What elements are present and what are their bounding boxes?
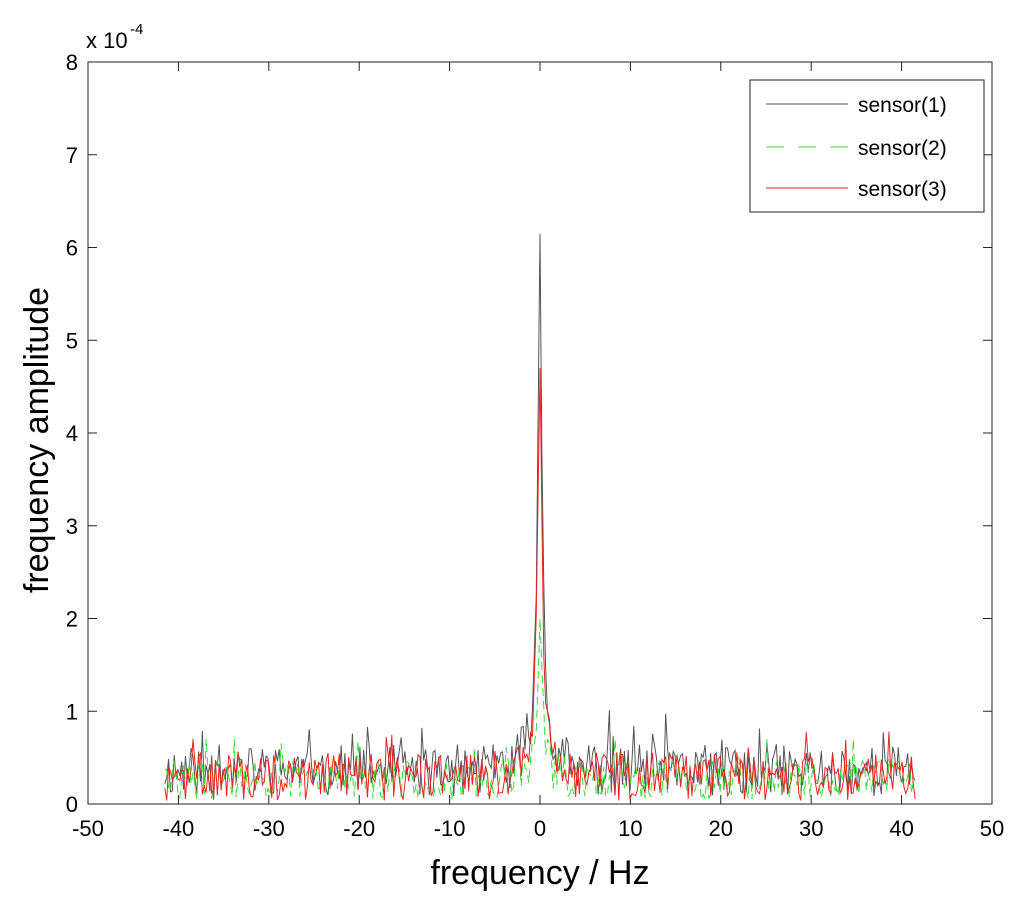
- x-tick-label: -20: [343, 816, 375, 841]
- x-tick-label: 40: [889, 816, 913, 841]
- y-tick-label: 5: [66, 328, 78, 353]
- y-tick-label: 4: [66, 421, 78, 446]
- x-tick-label: -30: [253, 816, 285, 841]
- x-tick-label: 20: [709, 816, 733, 841]
- x-axis-ticks: -50 -40 -30 -20 -10 0 10 20 30 40 50: [72, 62, 1004, 841]
- x-tick-label: 30: [799, 816, 823, 841]
- legend: sensor(1) sensor(2) sensor(3): [749, 79, 985, 213]
- y-tick-label: 3: [66, 514, 78, 539]
- x-tick-label: 0: [534, 816, 546, 841]
- y-scale-exponent: -4: [130, 21, 143, 38]
- series-line-3: [164, 368, 916, 801]
- x-tick-label: -10: [434, 816, 466, 841]
- x-tick-label: 50: [980, 816, 1004, 841]
- y-scale-label: x 10: [86, 28, 128, 53]
- y-tick-label: 8: [66, 50, 78, 75]
- x-tick-label: 10: [618, 816, 642, 841]
- legend-label-sensor-1: sensor(1): [858, 94, 947, 117]
- series-line-2: [164, 618, 916, 800]
- series-line-1: [164, 233, 916, 797]
- x-axis-label: frequency / Hz: [430, 854, 649, 892]
- y-axis-label: frequency amplitude: [18, 287, 56, 593]
- x-tick-label: -40: [163, 816, 195, 841]
- y-axis-ticks: 0 1 2 3 4 5 6 7 8: [66, 50, 992, 817]
- legend-box: [749, 79, 985, 213]
- x-tick-label: -50: [72, 816, 104, 841]
- y-tick-label: 6: [66, 236, 78, 261]
- y-tick-label: 2: [66, 607, 78, 632]
- y-tick-label: 7: [66, 143, 78, 168]
- y-tick-label: 0: [66, 792, 78, 817]
- legend-label-sensor-2: sensor(2): [858, 137, 947, 160]
- legend-label-sensor-3: sensor(3): [858, 178, 947, 201]
- y-tick-label: 1: [66, 699, 78, 724]
- series-layer: [164, 233, 916, 801]
